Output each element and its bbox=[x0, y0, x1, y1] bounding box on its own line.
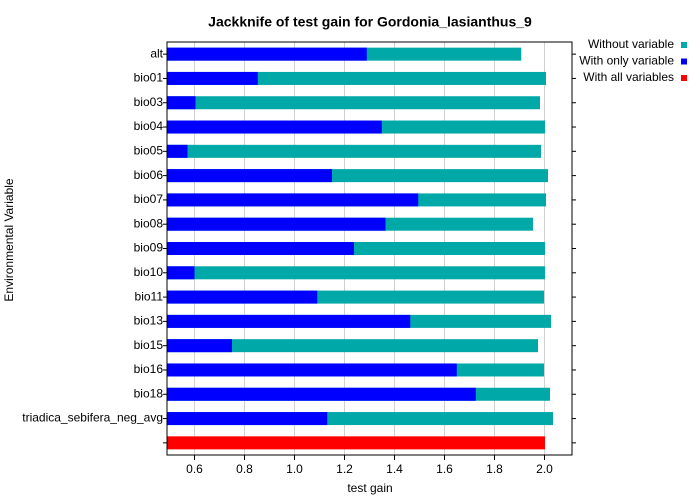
legend-label: With only variable bbox=[579, 54, 674, 68]
bar bbox=[167, 314, 411, 328]
bar bbox=[167, 436, 545, 450]
bar bbox=[167, 120, 382, 134]
y-tick-label: triadica_sebifera_neg_avg bbox=[22, 411, 163, 425]
y-tick-label: bio11 bbox=[135, 289, 164, 303]
x-tick-label: 2.0 bbox=[536, 462, 553, 476]
bar bbox=[167, 96, 196, 110]
legend-label: Without variable bbox=[588, 37, 674, 51]
x-tick-label: 0.8 bbox=[236, 462, 253, 476]
bar bbox=[167, 144, 188, 158]
y-tick-label: alt bbox=[150, 46, 163, 60]
bar bbox=[167, 339, 232, 353]
bar bbox=[167, 193, 419, 207]
bar bbox=[167, 242, 354, 255]
y-tick-label: bio07 bbox=[134, 192, 164, 206]
y-tick-label: bio01 bbox=[134, 71, 164, 85]
legend-swatch bbox=[681, 75, 687, 81]
legend-swatch bbox=[681, 58, 687, 65]
x-tick-label: 1.4 bbox=[386, 462, 403, 476]
y-tick-label: bio10 bbox=[134, 265, 164, 279]
x-tick-label: 1.6 bbox=[436, 462, 453, 476]
y-tick-label: bio09 bbox=[134, 241, 164, 255]
bar bbox=[167, 47, 367, 61]
bar bbox=[167, 339, 538, 353]
bar bbox=[167, 363, 457, 377]
bar bbox=[167, 96, 540, 110]
y-axis-label: Environmental Variable bbox=[2, 178, 16, 302]
y-tick-label: bio05 bbox=[134, 143, 164, 157]
x-tick-label: 1.0 bbox=[286, 462, 303, 476]
y-tick-label: bio08 bbox=[134, 216, 164, 230]
legend-label: With all variables bbox=[583, 70, 674, 84]
bar bbox=[167, 266, 195, 280]
bar bbox=[167, 169, 332, 183]
y-tick-label: bio18 bbox=[134, 386, 164, 400]
y-tick-label: bio03 bbox=[134, 95, 164, 109]
plot-frame bbox=[166, 41, 573, 456]
x-tick-label: 0.6 bbox=[186, 462, 203, 476]
y-tick-label: bio15 bbox=[134, 338, 164, 352]
bar bbox=[167, 71, 258, 85]
bar bbox=[167, 144, 541, 158]
y-tick-label: bio13 bbox=[134, 314, 164, 328]
bar bbox=[167, 266, 545, 280]
bar bbox=[167, 412, 328, 426]
y-tick-label: bio16 bbox=[134, 362, 164, 376]
bar bbox=[167, 290, 318, 304]
chart-title: Jackknife of test gain for Gordonia_lasi… bbox=[208, 14, 532, 30]
bar bbox=[167, 217, 386, 231]
y-tick-label: bio06 bbox=[134, 168, 164, 182]
bar bbox=[167, 387, 476, 401]
y-tick-label: bio04 bbox=[134, 119, 164, 133]
x-tick-label: 1.8 bbox=[486, 462, 503, 476]
bar bbox=[167, 71, 546, 85]
x-axis-label: test gain bbox=[347, 481, 392, 495]
legend-swatch bbox=[681, 42, 687, 48]
x-tick-label: 1.2 bbox=[336, 462, 353, 476]
